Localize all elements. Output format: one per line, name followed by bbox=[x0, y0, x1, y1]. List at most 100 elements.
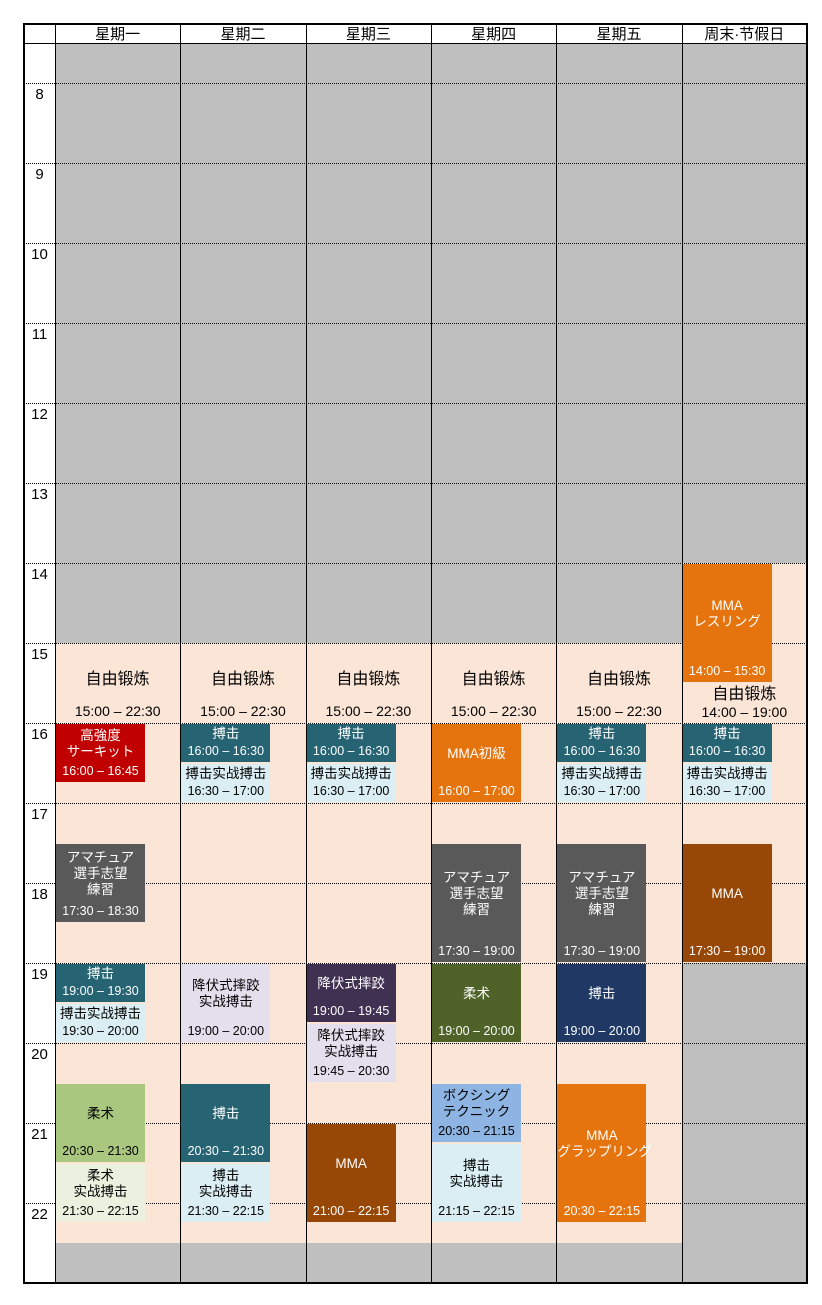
event-block[interactable]: 搏击 16:00 – 16:30 bbox=[181, 724, 271, 762]
hour-gridline bbox=[24, 83, 807, 84]
event-block[interactable]: 搏击实战搏击 19:30 – 20:00 bbox=[56, 1004, 145, 1042]
event-block[interactable]: 柔术 19:00 – 20:00 bbox=[432, 964, 521, 1042]
event-block[interactable]: MMA レスリング 14:00 – 15:30 bbox=[682, 564, 772, 682]
event-title: MMA グラップリング bbox=[557, 1084, 652, 1203]
event-block[interactable]: 柔术 实战搏击 21:30 – 22:15 bbox=[56, 1164, 145, 1222]
event-title: 搏击实战搏击 bbox=[432, 1144, 521, 1203]
event-time: 20:30 – 21:30 bbox=[62, 1144, 139, 1158]
event-title-line: アマチュア bbox=[66, 849, 135, 865]
event-title-line: 選手志望 bbox=[574, 885, 629, 901]
header-bottom-rule bbox=[24, 43, 807, 44]
event-block[interactable]: アマチュア 選手志望 練習 17:30 – 19:00 bbox=[557, 844, 647, 962]
event-title: 搏击 bbox=[56, 964, 145, 983]
event-title-line: 搏击实战搏击 bbox=[185, 765, 267, 781]
hour-gridline bbox=[24, 1123, 807, 1124]
event-block[interactable]: アマチュア 選手志望 練習 17:30 – 18:30 bbox=[56, 844, 145, 922]
event-time: 16:00 – 16:30 bbox=[187, 744, 265, 758]
event-title-line: MMA bbox=[586, 1127, 618, 1143]
event-title: 高強度 サーキット bbox=[56, 724, 145, 763]
hour-gridline bbox=[24, 243, 807, 244]
hour-label: 11 bbox=[31, 326, 48, 343]
event-block[interactable]: 降伏式摔跤 实战搏击 19:00 – 20:00 bbox=[181, 964, 271, 1042]
event-block[interactable]: 降伏式摔跤 实战搏击 19:45 – 20:30 bbox=[306, 1024, 396, 1082]
event-block[interactable]: 搏击 19:00 – 20:00 bbox=[557, 964, 647, 1042]
hour-label: 12 bbox=[31, 406, 48, 423]
event-title-line: サーキット bbox=[66, 743, 135, 759]
hour-column-separator bbox=[55, 24, 56, 1283]
event-title-line: 搏击 bbox=[588, 725, 616, 741]
hour-label: 16 bbox=[31, 726, 48, 743]
event-title-line: 实战搏击 bbox=[198, 1183, 253, 1199]
event-title: 搏击 bbox=[181, 1084, 270, 1143]
event-block[interactable]: 搏击 20:30 – 21:30 bbox=[181, 1084, 271, 1162]
hour-gridline bbox=[24, 483, 807, 484]
event-title-line: 搏击 bbox=[212, 1105, 240, 1121]
event-block[interactable]: 搏击实战搏击 16:30 – 17:00 bbox=[306, 764, 396, 802]
event-time: 21:00 – 22:15 bbox=[312, 1204, 390, 1218]
event-time: 16:30 – 17:00 bbox=[688, 784, 766, 798]
event-title-line: 实战搏击 bbox=[73, 1183, 128, 1199]
hour-label: 20 bbox=[31, 1046, 48, 1063]
event-block[interactable]: MMA 21:00 – 22:15 bbox=[306, 1124, 396, 1222]
event-block[interactable]: 搏击 16:00 – 16:30 bbox=[557, 724, 647, 762]
event-time: 17:30 – 19:00 bbox=[563, 944, 641, 958]
event-time: 20:30 – 22:15 bbox=[563, 1204, 641, 1218]
event-title-line: 降伏式摔跤 bbox=[317, 975, 385, 991]
event-block[interactable]: 搏击 16:00 – 16:30 bbox=[682, 724, 772, 762]
event-title-line: 降伏式摔跤 bbox=[317, 1027, 385, 1043]
event-block[interactable]: 搏击 19:00 – 19:30 bbox=[56, 964, 145, 1002]
hour-gridline bbox=[24, 563, 807, 564]
event-time: 16:00 – 16:45 bbox=[62, 764, 139, 778]
event-block[interactable]: 搏击 16:00 – 16:30 bbox=[306, 724, 396, 762]
event-title: 降伏式摔跤 实战搏击 bbox=[181, 964, 270, 1023]
hour-gridline bbox=[24, 643, 807, 644]
event-block[interactable]: 搏击实战搏击 16:30 – 17:00 bbox=[682, 764, 772, 802]
event-title: MMA bbox=[683, 844, 772, 943]
free-training-time: 14:00 – 19:00 bbox=[701, 704, 788, 720]
closed-hours-background bbox=[556, 43, 682, 643]
event-block[interactable]: 高強度 サーキット 16:00 – 16:45 bbox=[56, 724, 145, 782]
closed-hours-background bbox=[556, 1243, 682, 1283]
free-training-time: 15:00 – 22:30 bbox=[74, 703, 161, 719]
event-block[interactable]: 搏击实战搏击 16:30 – 17:00 bbox=[557, 764, 647, 802]
hour-gridline bbox=[24, 883, 807, 884]
free-training-label: 自由锻炼 bbox=[336, 671, 401, 688]
event-block[interactable]: アマチュア 選手志望 練習 17:30 – 19:00 bbox=[432, 844, 521, 962]
event-title-line: 搏击实战搏击 bbox=[686, 765, 768, 781]
event-block[interactable]: 降伏式摔跤 19:00 – 19:45 bbox=[306, 964, 396, 1022]
event-block[interactable]: ボクシング テクニック 20:30 – 21:15 bbox=[432, 1084, 521, 1142]
event-title-line: 高強度 bbox=[80, 727, 121, 743]
event-title-line: 練習 bbox=[588, 901, 616, 917]
event-title-line: 实战搏击 bbox=[324, 1043, 379, 1059]
event-block[interactable]: 柔术 20:30 – 21:30 bbox=[56, 1084, 145, 1162]
event-title-line: MMA bbox=[335, 1155, 367, 1171]
hour-gridline bbox=[24, 403, 807, 404]
event-time: 19:00 – 20:00 bbox=[438, 1024, 515, 1038]
hour-gridline bbox=[24, 323, 807, 324]
column-separator bbox=[556, 24, 557, 1283]
event-block[interactable]: MMA初級 16:00 – 17:00 bbox=[432, 724, 521, 802]
hour-label: 13 bbox=[31, 486, 48, 503]
event-block[interactable]: MMA 17:30 – 19:00 bbox=[682, 844, 772, 962]
event-title: 柔术 bbox=[56, 1084, 145, 1143]
closed-hours-background bbox=[55, 43, 181, 643]
day-header: 星期一 bbox=[95, 26, 141, 43]
event-block[interactable]: 搏击实战搏击 16:30 – 17:00 bbox=[181, 764, 271, 802]
event-time: 19:00 – 19:45 bbox=[312, 1004, 390, 1018]
event-title: アマチュア 選手志望 練習 bbox=[557, 844, 646, 943]
event-block[interactable]: MMA グラップリング 20:30 – 22:15 bbox=[557, 1084, 652, 1222]
event-time: 20:30 – 21:30 bbox=[187, 1144, 265, 1158]
event-title: 降伏式摔跤 实战搏击 bbox=[307, 1024, 396, 1063]
event-block[interactable]: 搏击 实战搏击 21:30 – 22:15 bbox=[181, 1164, 271, 1222]
event-time: 14:00 – 15:30 bbox=[688, 664, 766, 678]
event-title: 搏击 bbox=[557, 964, 646, 1023]
hour-label: 19 bbox=[31, 966, 48, 983]
event-time: 17:30 – 19:00 bbox=[438, 944, 515, 958]
event-time: 19:00 – 20:00 bbox=[563, 1024, 641, 1038]
event-title-line: 搏击 bbox=[588, 985, 616, 1001]
event-time: 20:30 – 21:15 bbox=[438, 1124, 515, 1138]
event-title-line: アマチュア bbox=[442, 869, 511, 885]
event-block[interactable]: 搏击 实战搏击 21:15 – 22:15 bbox=[432, 1144, 521, 1222]
column-separator bbox=[180, 24, 181, 1283]
closed-hours-background bbox=[305, 43, 431, 643]
